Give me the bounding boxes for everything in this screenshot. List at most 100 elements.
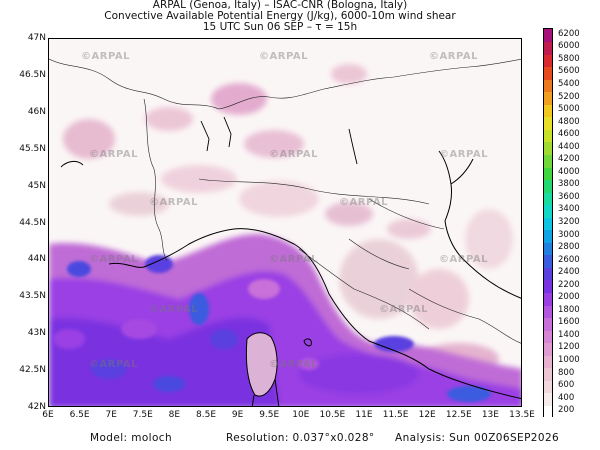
colorbar-segment <box>544 192 552 206</box>
colorbar-level-label: 2400 <box>558 267 580 278</box>
coastlines <box>108 150 521 406</box>
colorbar-segment <box>544 66 552 80</box>
title-line-2: Convective Available Potential Energy (J… <box>104 10 456 22</box>
colorbar-segment <box>544 367 552 381</box>
colorbar-level-label: 1400 <box>558 329 580 340</box>
longitude-tick-label: 8E <box>168 410 181 420</box>
colorbar-segment <box>544 41 552 55</box>
resolution-info: Resolution: 0.037°x0.028° <box>226 432 375 444</box>
colorbar-level-label: 4000 <box>558 166 580 177</box>
colorbar-segment <box>544 317 552 331</box>
corsica-land <box>246 332 278 397</box>
colorbar-segment <box>544 204 552 218</box>
colorbar-segment <box>544 254 552 268</box>
colorbar-level-label: 1800 <box>558 304 580 315</box>
longitude-tick-label: 11E <box>355 410 373 420</box>
colorbar-level-label: 3400 <box>558 204 580 215</box>
colorbar-level-label: 5400 <box>558 78 580 89</box>
colorbar-level-label: 4800 <box>558 116 580 127</box>
latitude-tick-label: 46N <box>27 106 46 117</box>
latitude-tick-label: 43.5N <box>19 291 46 302</box>
colorbar-segment <box>544 167 552 181</box>
colorbar-level-label: 5800 <box>558 53 580 64</box>
colorbar-segment <box>544 79 552 93</box>
longitude-tick-label: 6.5E <box>69 410 90 420</box>
colorbar-segment <box>544 305 552 319</box>
longitude-tick-label: 6E <box>42 410 54 420</box>
colorbar-level-label: 2200 <box>558 279 580 290</box>
colorbar-segment <box>544 380 552 394</box>
colorbar-level-label: 5200 <box>558 91 580 102</box>
colorbar-level-label: 6000 <box>558 41 580 52</box>
cape-low-patches <box>63 64 513 375</box>
colorbar-segment <box>544 279 552 293</box>
colorbar-level-label: 4600 <box>558 129 580 140</box>
longitude-tick-label: 11.5E <box>382 410 409 420</box>
colorbar-segment <box>544 292 552 306</box>
latitude-tick-label: 47N <box>27 33 46 43</box>
title-line-3: 15 UTC Sun 06 SEP – τ = 15h <box>202 21 358 33</box>
cape-high-cells <box>53 255 491 402</box>
colorbar-level-label: 4400 <box>558 141 580 152</box>
latitude-tick-label: 44N <box>27 254 46 265</box>
colorbar-level-label: 2600 <box>558 254 580 265</box>
colorbar-segment <box>544 141 552 155</box>
colorbar-segment <box>544 29 552 43</box>
colorbar-segment <box>544 154 552 168</box>
colorbar-segment <box>544 405 552 419</box>
title-line-1: ARPAL (Genoa, Italy) – ISAC-CNR (Bologna… <box>152 0 408 11</box>
cape-sea-field <box>49 234 521 406</box>
colorbar-segment <box>544 342 552 356</box>
analysis-info: Analysis: Sun 00Z06SEP2026 <box>395 432 560 444</box>
colorbar-level-label: 5000 <box>558 104 580 115</box>
colorbar-level-label: 2800 <box>558 242 580 253</box>
colorbar-segment <box>544 267 552 281</box>
map-canvas <box>49 39 521 406</box>
colorbar-level-label: 2000 <box>558 292 580 303</box>
colorbar-segment <box>544 217 552 231</box>
colorbar-level-label: 4200 <box>558 154 580 165</box>
latitude-tick-label: 42.5N <box>19 365 46 376</box>
colorbar-level-label: 800 <box>558 367 575 378</box>
colorbar-level-label: 400 <box>558 392 575 403</box>
longitude-tick-label: 7E <box>105 410 117 420</box>
colorbar-level-label: 5600 <box>558 66 580 77</box>
longitude-tick-label: 7.5E <box>132 410 153 420</box>
borders <box>49 58 521 344</box>
colorbar-level-label: 6200 <box>558 28 580 39</box>
latitude-tick-label: 44.5N <box>19 217 46 228</box>
latitude-tick-label: 45N <box>27 180 46 191</box>
latitude-tick-label: 43N <box>27 328 46 339</box>
colorbar-level-label: 1000 <box>558 355 580 366</box>
colorbar-segment <box>544 330 552 344</box>
colorbar-segment <box>544 116 552 130</box>
colorbar-segment <box>544 104 552 118</box>
longitude-tick-label: 10.5E <box>319 410 346 420</box>
model-info: Model: moloch <box>90 432 173 444</box>
colorbar-level-label: 200 <box>558 405 575 416</box>
colorbar-level-label: 1200 <box>558 342 580 353</box>
latitude-tick-label: 46.5N <box>19 69 46 80</box>
colorbar-segment <box>544 229 552 243</box>
latitude-tick-label: 42N <box>27 402 46 412</box>
longitude-tick-label: 12E <box>418 410 436 420</box>
cape-colorbar <box>543 28 553 419</box>
longitude-tick-label: 8.5E <box>196 410 216 420</box>
colorbar-level-label: 3800 <box>558 179 580 190</box>
colorbar-level-label: 3000 <box>558 229 580 240</box>
colorbar-level-label: 3600 <box>558 191 580 202</box>
colorbar-segment <box>544 242 552 256</box>
longitude-tick-label: 12.5E <box>445 410 472 420</box>
longitude-tick-label: 10E <box>292 410 310 420</box>
colorbar-segment <box>544 355 552 369</box>
colorbar-segment <box>544 54 552 68</box>
longitude-tick-label: 13.5E <box>509 410 535 420</box>
longitude-tick-label: 9.5E <box>259 410 280 420</box>
cape-map: ©ARPAL ©ARPAL ©ARPAL ©ARPAL ©ARPAL ©ARPA… <box>48 38 522 407</box>
colorbar-segment <box>544 129 552 143</box>
colorbar-segment <box>544 179 552 193</box>
colorbar-level-label: 1600 <box>558 317 580 328</box>
colorbar-level-label: 3200 <box>558 217 580 227</box>
longitude-tick-label: 9E <box>231 410 244 420</box>
longitude-tick-label: 13E <box>481 410 499 420</box>
